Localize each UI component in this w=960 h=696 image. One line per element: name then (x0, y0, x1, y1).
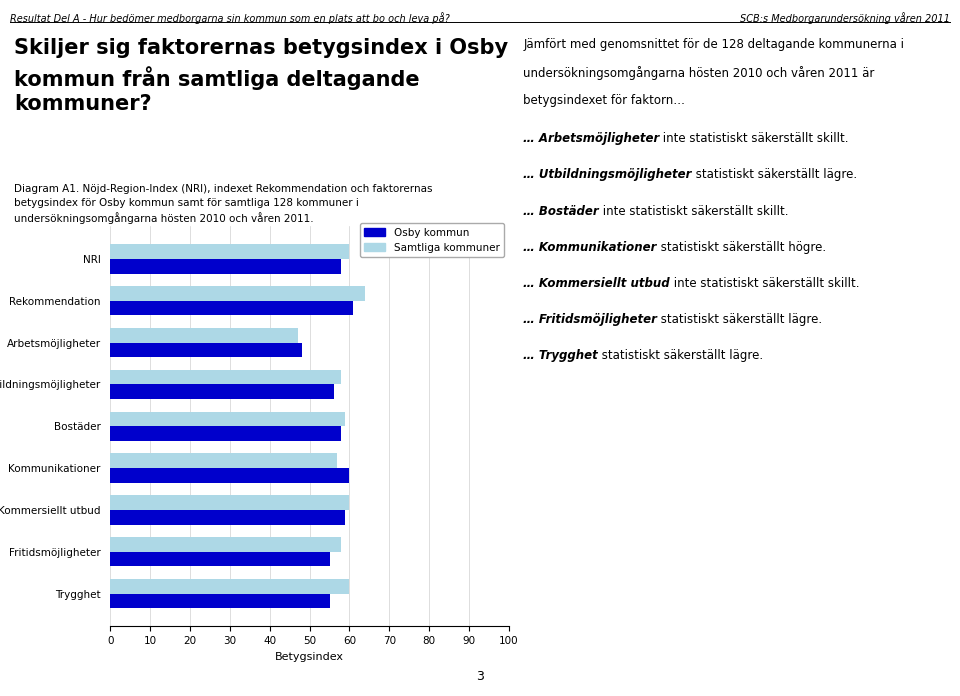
Text: … Trygghet: … Trygghet (523, 349, 598, 363)
Bar (110, 301, 353, 315)
Text: statistiskt säkerställt lägre.: statistiskt säkerställt lägre. (691, 168, 856, 182)
Bar (110, 496, 349, 510)
Text: kommun från samtliga deltagande: kommun från samtliga deltagande (14, 66, 420, 90)
Text: 3: 3 (476, 670, 484, 683)
Bar (110, 259, 342, 274)
Bar (110, 454, 338, 468)
Text: statistiskt säkerställt lägre.: statistiskt säkerställt lägre. (657, 313, 822, 326)
Bar (110, 411, 346, 426)
Text: kommuner?: kommuner? (14, 94, 152, 114)
X-axis label: Betygsindex: Betygsindex (276, 651, 344, 662)
Bar (110, 426, 342, 441)
Bar (110, 384, 333, 399)
Text: inte statistiskt säkerställt skillt.: inte statistiskt säkerställt skillt. (670, 277, 859, 290)
Text: statistiskt säkerställt högre.: statistiskt säkerställt högre. (657, 241, 826, 254)
Bar (110, 286, 366, 301)
Text: SCB:s Medborgarundersökning våren 2011: SCB:s Medborgarundersökning våren 2011 (740, 12, 950, 24)
Text: inte statistiskt säkerställt skillt.: inte statistiskt säkerställt skillt. (660, 132, 849, 145)
Text: undersökningsomgångarna hösten 2010 och våren 2011.: undersökningsomgångarna hösten 2010 och … (14, 212, 314, 224)
Text: betygsindex för Osby kommun samt för samtliga 128 kommuner i: betygsindex för Osby kommun samt för sam… (14, 198, 359, 208)
Text: Resultat Del A - Hur bedömer medborgarna sin kommun som en plats att bo och leva: Resultat Del A - Hur bedömer medborgarna… (10, 12, 449, 24)
Bar (110, 328, 298, 342)
Text: Diagram A1. Nöjd-Region-Index (NRI), indexet Rekommendation och faktorernas: Diagram A1. Nöjd-Region-Index (NRI), ind… (14, 184, 433, 194)
Bar (110, 468, 349, 483)
Legend: Osby kommun, Samtliga kommuner: Osby kommun, Samtliga kommuner (360, 223, 504, 257)
Bar (110, 342, 301, 357)
Bar (110, 552, 329, 567)
Text: Jämfört med genomsnittet för de 128 deltagande kommunerna i: Jämfört med genomsnittet för de 128 delt… (523, 38, 904, 52)
Text: Skiljer sig faktorernas betygsindex i Osby: Skiljer sig faktorernas betygsindex i Os… (14, 38, 509, 58)
Bar (110, 579, 349, 594)
Text: inte statistiskt säkerställt skillt.: inte statistiskt säkerställt skillt. (599, 205, 788, 218)
Text: … Kommersiellt utbud: … Kommersiellt utbud (523, 277, 670, 290)
Bar (110, 510, 346, 525)
Bar (110, 370, 342, 384)
Bar (110, 594, 329, 608)
Bar (110, 244, 349, 259)
Text: … Arbetsmöjligheter: … Arbetsmöjligheter (523, 132, 660, 145)
Text: … Fritidsmöjligheter: … Fritidsmöjligheter (523, 313, 657, 326)
Bar (110, 537, 342, 552)
Text: betygsindexet för faktorn…: betygsindexet för faktorn… (523, 94, 685, 107)
Text: … Kommunikationer: … Kommunikationer (523, 241, 657, 254)
Text: … Bostäder: … Bostäder (523, 205, 599, 218)
Text: statistiskt säkerställt lägre.: statistiskt säkerställt lägre. (598, 349, 763, 363)
Text: … Utbildningsmöjligheter: … Utbildningsmöjligheter (523, 168, 691, 182)
Text: undersökningsomgångarna hösten 2010 och våren 2011 är: undersökningsomgångarna hösten 2010 och … (523, 66, 875, 80)
